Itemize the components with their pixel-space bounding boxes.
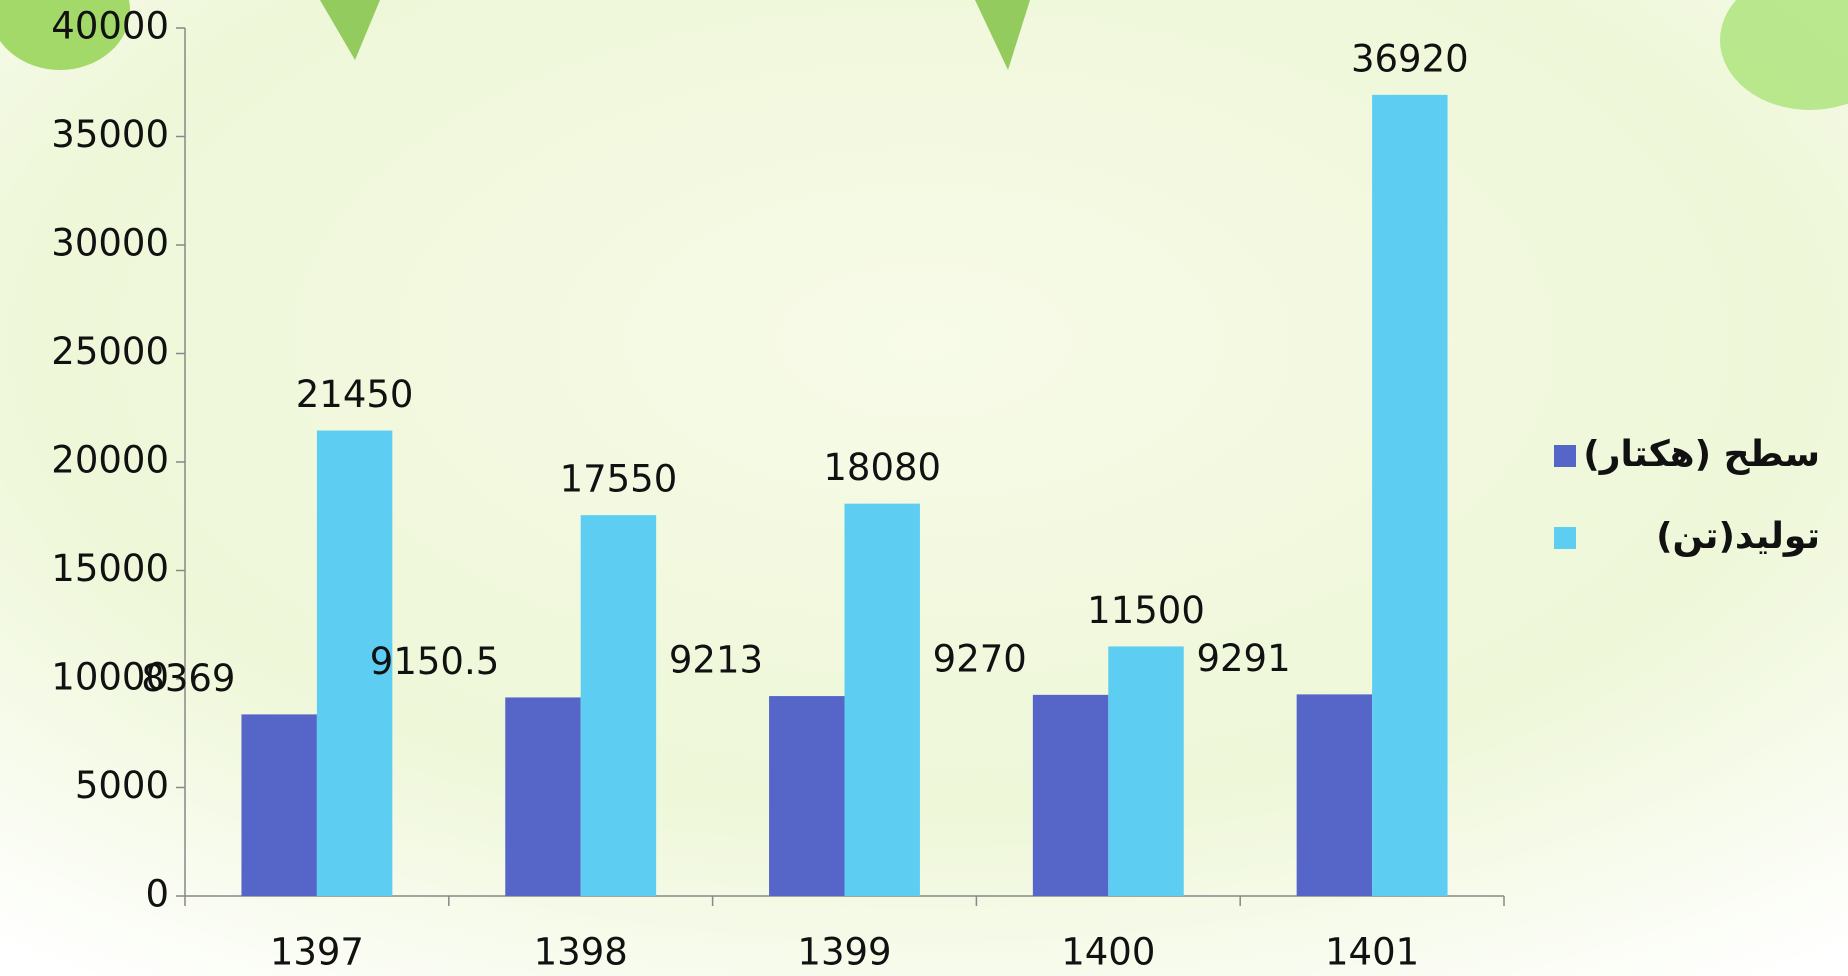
- leaf: [0, 0, 130, 70]
- x-tick-label: 1401: [1325, 931, 1419, 974]
- y-tick-label: 15000: [51, 547, 169, 590]
- bar: [505, 697, 581, 896]
- data-label: 17550: [560, 458, 678, 501]
- bar: [769, 696, 845, 896]
- data-label: 9150.5: [370, 640, 499, 683]
- bar: [580, 515, 657, 896]
- data-label: 11500: [1087, 589, 1205, 632]
- bar: [1108, 646, 1184, 896]
- x-tick-label: 1397: [270, 931, 364, 974]
- leaf: [1720, 0, 1848, 110]
- bar: [241, 714, 317, 896]
- legend-swatch: [1554, 527, 1576, 549]
- data-label: 18080: [823, 446, 941, 489]
- bar: [1032, 694, 1109, 896]
- bar: [316, 430, 393, 896]
- legend-label: تولید(تن): [1656, 516, 1820, 557]
- legend-label: سطح (هکتار): [1583, 434, 1820, 475]
- y-tick-label: 40000: [51, 5, 169, 48]
- x-tick-label: 1399: [797, 931, 891, 974]
- data-label: 36920: [1351, 37, 1469, 80]
- bar: [1372, 94, 1448, 896]
- bar: [1296, 694, 1373, 896]
- data-label: 9270: [933, 637, 1027, 680]
- y-tick-label: 5000: [75, 764, 169, 807]
- y-tick-label: 25000: [51, 330, 169, 373]
- y-tick-label: 30000: [51, 222, 169, 265]
- y-tick-label: 20000: [51, 439, 169, 482]
- x-tick-label: 1400: [1061, 931, 1155, 974]
- legend-swatch: [1554, 445, 1576, 467]
- y-tick-label: 10000: [51, 656, 169, 699]
- data-label: 9291: [1196, 637, 1290, 680]
- plot: 0 5000 10000 15000 20000 25000 30000 35000 40000…: [51, 5, 1505, 974]
- leaf: [975, 0, 1030, 70]
- data-label: 9213: [669, 639, 763, 682]
- x-tick-label: 1398: [534, 931, 628, 974]
- leaf: [320, 0, 380, 60]
- bar: [844, 503, 920, 896]
- y-tick-label: 0: [145, 873, 169, 916]
- legend: سطح (هکتار) تولید(تن): [1554, 434, 1820, 557]
- data-label: 21450: [296, 373, 414, 416]
- y-tick-label: 35000: [51, 113, 169, 156]
- data-label: 8369: [141, 657, 235, 700]
